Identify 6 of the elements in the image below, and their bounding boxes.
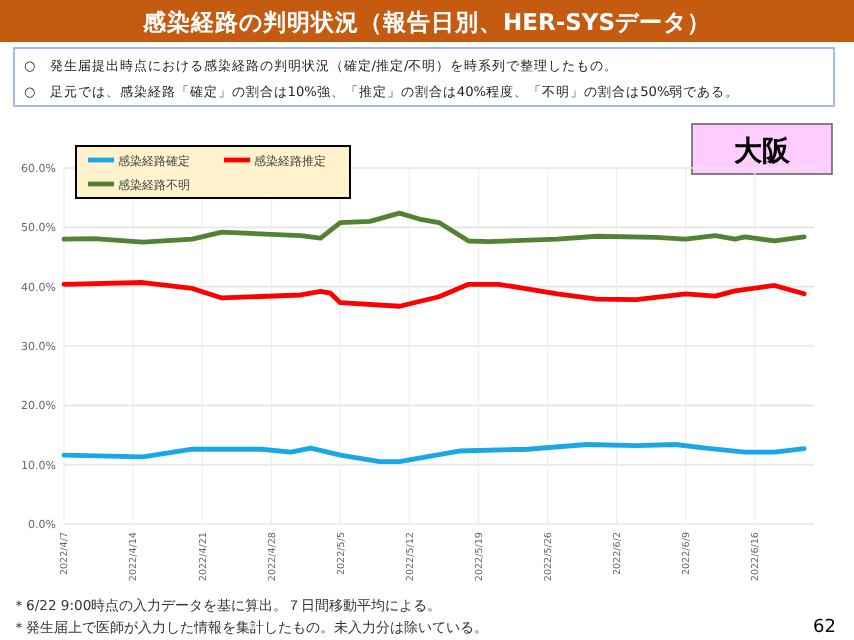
line-series: [61, 210, 807, 245]
line-series: [61, 442, 807, 465]
text: 62: [813, 618, 836, 638]
line-series: [61, 280, 807, 309]
annotation: 大阪: [734, 136, 792, 168]
chart-title: 感染経路の判明状況（報告日別、HER-SYSデータ）: [140, 8, 712, 36]
